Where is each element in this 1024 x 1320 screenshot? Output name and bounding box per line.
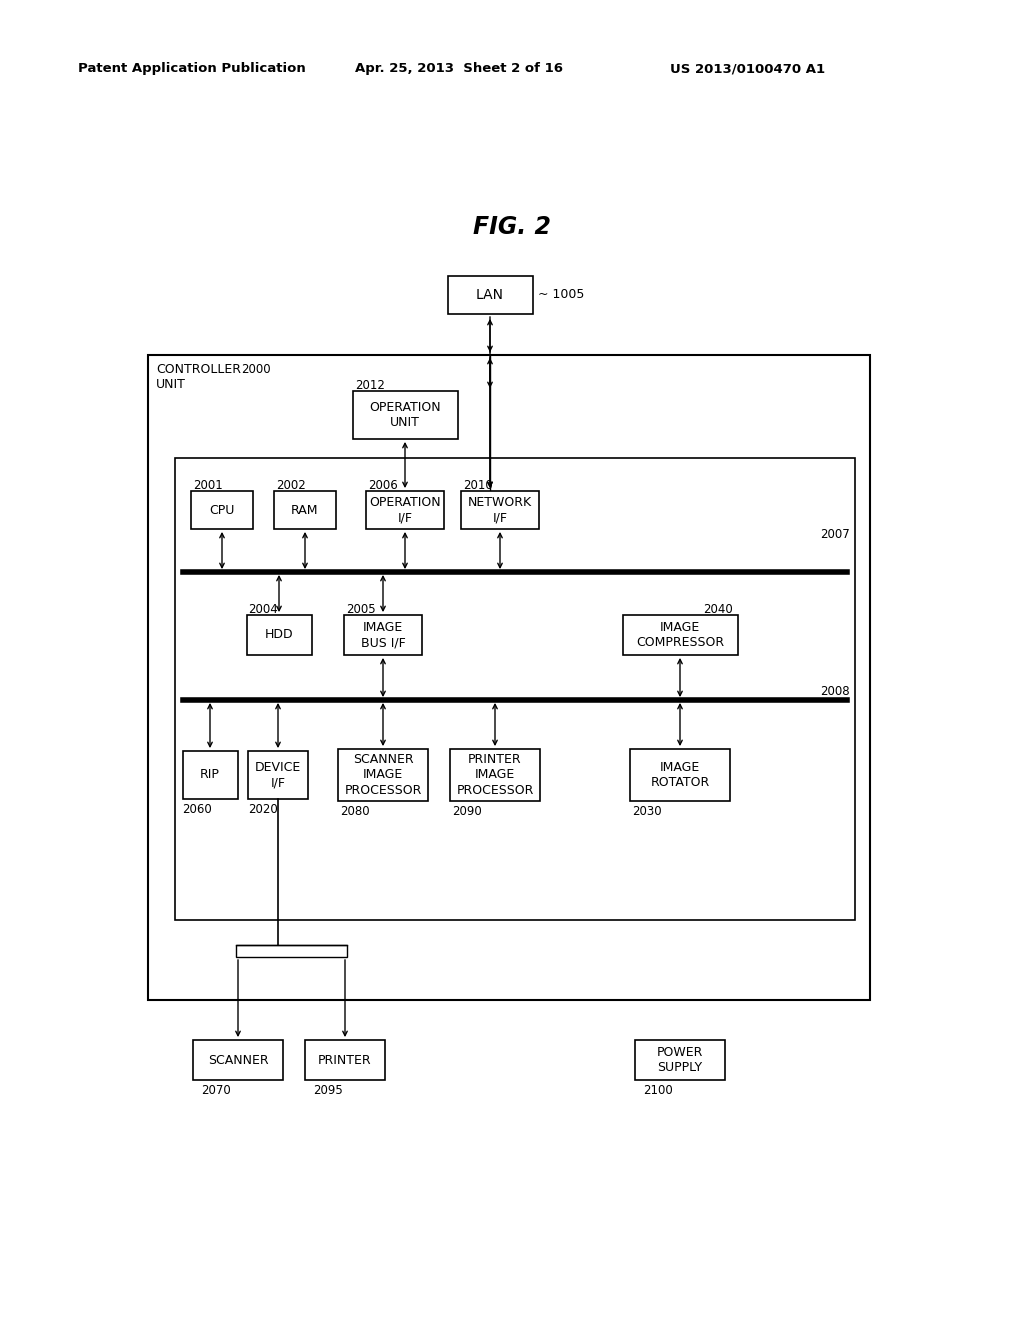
Text: DEVICE
I/F: DEVICE I/F bbox=[255, 760, 301, 789]
Text: 2008: 2008 bbox=[820, 685, 850, 698]
Text: 2005: 2005 bbox=[346, 603, 376, 616]
Bar bbox=[148, 355, 870, 1001]
Text: 2001: 2001 bbox=[193, 479, 223, 492]
Text: 2020: 2020 bbox=[248, 803, 278, 816]
Text: 2007: 2007 bbox=[820, 528, 850, 541]
Text: OPERATION
I/F: OPERATION I/F bbox=[370, 496, 440, 524]
Text: 2030: 2030 bbox=[632, 805, 662, 818]
Text: IMAGE
BUS I/F: IMAGE BUS I/F bbox=[360, 620, 406, 649]
Bar bbox=[344, 615, 422, 655]
Text: 2095: 2095 bbox=[313, 1084, 343, 1097]
Bar bbox=[191, 491, 253, 529]
Text: PRINTER: PRINTER bbox=[318, 1053, 372, 1067]
Text: PRINTER
IMAGE
PROCESSOR: PRINTER IMAGE PROCESSOR bbox=[457, 752, 534, 797]
Text: FIG. 2: FIG. 2 bbox=[473, 215, 551, 239]
Text: IMAGE
ROTATOR: IMAGE ROTATOR bbox=[650, 760, 710, 789]
Text: OPERATION
UNIT: OPERATION UNIT bbox=[370, 401, 440, 429]
Text: IMAGE
COMPRESSOR: IMAGE COMPRESSOR bbox=[636, 620, 724, 649]
Bar bbox=[247, 615, 311, 655]
Bar bbox=[366, 491, 444, 529]
Bar bbox=[193, 1040, 283, 1080]
Text: 2040: 2040 bbox=[702, 603, 732, 616]
Bar bbox=[305, 1040, 385, 1080]
Text: Apr. 25, 2013  Sheet 2 of 16: Apr. 25, 2013 Sheet 2 of 16 bbox=[355, 62, 563, 75]
Text: 2060: 2060 bbox=[182, 803, 212, 816]
Bar bbox=[461, 491, 539, 529]
Bar bbox=[352, 391, 458, 440]
Text: RIP: RIP bbox=[200, 768, 220, 781]
Text: 2012: 2012 bbox=[355, 379, 385, 392]
Text: 2100: 2100 bbox=[643, 1084, 673, 1097]
Text: 2002: 2002 bbox=[276, 479, 306, 492]
Bar bbox=[623, 615, 737, 655]
Text: US 2013/0100470 A1: US 2013/0100470 A1 bbox=[670, 62, 825, 75]
Text: 2080: 2080 bbox=[340, 805, 370, 818]
Bar bbox=[635, 1040, 725, 1080]
Bar bbox=[450, 748, 540, 801]
Bar bbox=[447, 276, 532, 314]
Bar bbox=[182, 751, 238, 799]
Bar bbox=[630, 748, 730, 801]
Text: 2010: 2010 bbox=[463, 479, 493, 492]
Text: 2000: 2000 bbox=[241, 363, 270, 376]
Text: NETWORK
I/F: NETWORK I/F bbox=[468, 496, 532, 524]
Text: ~ 1005: ~ 1005 bbox=[539, 289, 585, 301]
Bar bbox=[175, 458, 855, 920]
Text: 2090: 2090 bbox=[452, 805, 481, 818]
Text: CPU: CPU bbox=[209, 503, 234, 516]
Text: HDD: HDD bbox=[264, 628, 293, 642]
Bar bbox=[248, 751, 308, 799]
Text: CONTROLLER
UNIT: CONTROLLER UNIT bbox=[156, 363, 241, 391]
Bar bbox=[236, 945, 347, 957]
Text: LAN: LAN bbox=[476, 288, 504, 302]
Text: 2006: 2006 bbox=[368, 479, 397, 492]
Text: 2070: 2070 bbox=[201, 1084, 230, 1097]
Text: 2004: 2004 bbox=[249, 603, 279, 616]
Text: SCANNER
IMAGE
PROCESSOR: SCANNER IMAGE PROCESSOR bbox=[344, 752, 422, 797]
Text: RAM: RAM bbox=[291, 503, 318, 516]
Text: SCANNER: SCANNER bbox=[208, 1053, 268, 1067]
Text: POWER
SUPPLY: POWER SUPPLY bbox=[656, 1045, 703, 1074]
Bar bbox=[338, 748, 428, 801]
Bar bbox=[274, 491, 336, 529]
Text: Patent Application Publication: Patent Application Publication bbox=[78, 62, 306, 75]
